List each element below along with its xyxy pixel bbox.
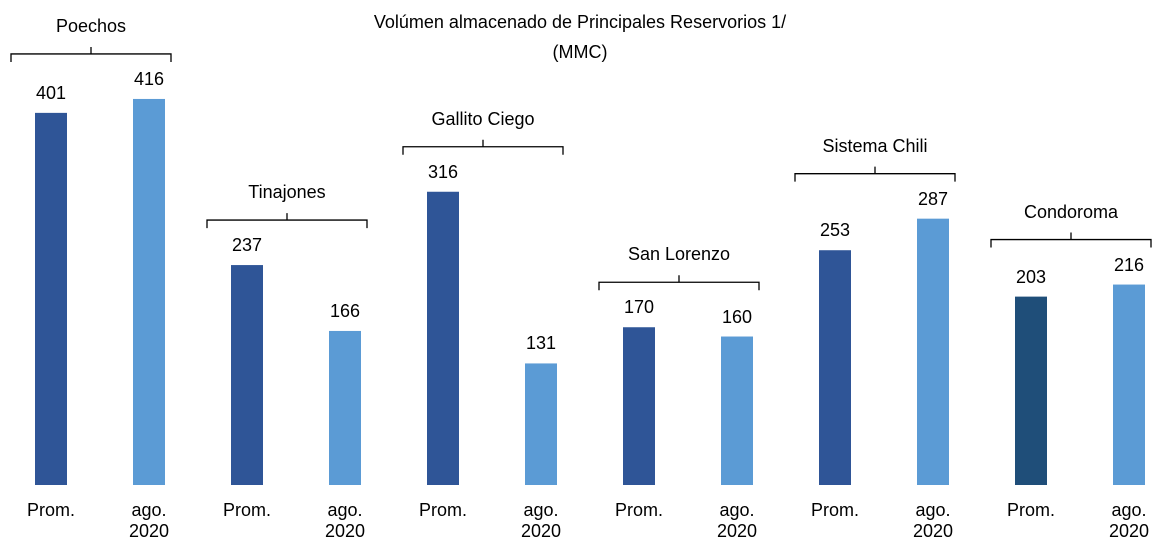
group-bracket (206, 213, 368, 229)
x-tick-label: ago. 2020 (912, 500, 954, 541)
group-label: Poechos (55, 15, 127, 36)
group-bracket (10, 46, 172, 62)
x-tick-label: Prom. (26, 500, 75, 520)
x-tick-label: Prom. (1006, 500, 1055, 520)
group-bracket (794, 166, 956, 182)
x-tick-label: Prom. (614, 500, 663, 520)
chart-subtitle: (MMC) (552, 42, 608, 62)
value-label: 160 (721, 306, 753, 327)
bar (35, 112, 67, 485)
x-tick-label: Prom. (418, 500, 467, 520)
group-label: Condoroma (1023, 201, 1119, 222)
value-label: 170 (623, 297, 655, 318)
bar (1015, 296, 1047, 485)
value-label: 131 (525, 333, 557, 354)
x-tick-label: Prom. (810, 500, 859, 520)
x-tick-label: ago. 2020 (520, 500, 562, 541)
x-tick-label: ago. 2020 (324, 500, 366, 541)
value-label: 203 (1015, 266, 1047, 287)
x-tick-label: ago. 2020 (128, 500, 170, 541)
bar (329, 330, 361, 485)
group-bracket (402, 139, 564, 155)
group-label: San Lorenzo (627, 244, 731, 265)
group-label: Tinajones (248, 182, 326, 203)
value-label: 401 (35, 82, 67, 103)
bar (623, 327, 655, 485)
x-tick-label: ago. 2020 (716, 500, 758, 541)
bar (917, 218, 949, 485)
x-tick-label: ago. 2020 (1108, 500, 1150, 541)
value-label: 253 (819, 220, 851, 241)
bar (819, 250, 851, 485)
x-tick-label: Prom. (222, 500, 271, 520)
bar (427, 191, 459, 485)
bar (525, 363, 557, 485)
value-label: 316 (427, 161, 459, 182)
bar (1113, 284, 1145, 485)
value-label: 237 (231, 235, 263, 256)
bar (133, 98, 165, 486)
value-label: 166 (329, 300, 361, 321)
group-label: Gallito Ciego (431, 108, 535, 129)
bar (721, 336, 753, 485)
bar (231, 265, 263, 485)
group-label: Sistema Chili (822, 135, 928, 156)
group-bracket (990, 232, 1152, 248)
value-label: 216 (1113, 254, 1145, 275)
group-bracket (598, 275, 760, 291)
chart-title: Volúmen almacenado de Principales Reserv… (373, 12, 787, 32)
value-label: 287 (917, 188, 949, 209)
value-label: 416 (133, 68, 165, 89)
